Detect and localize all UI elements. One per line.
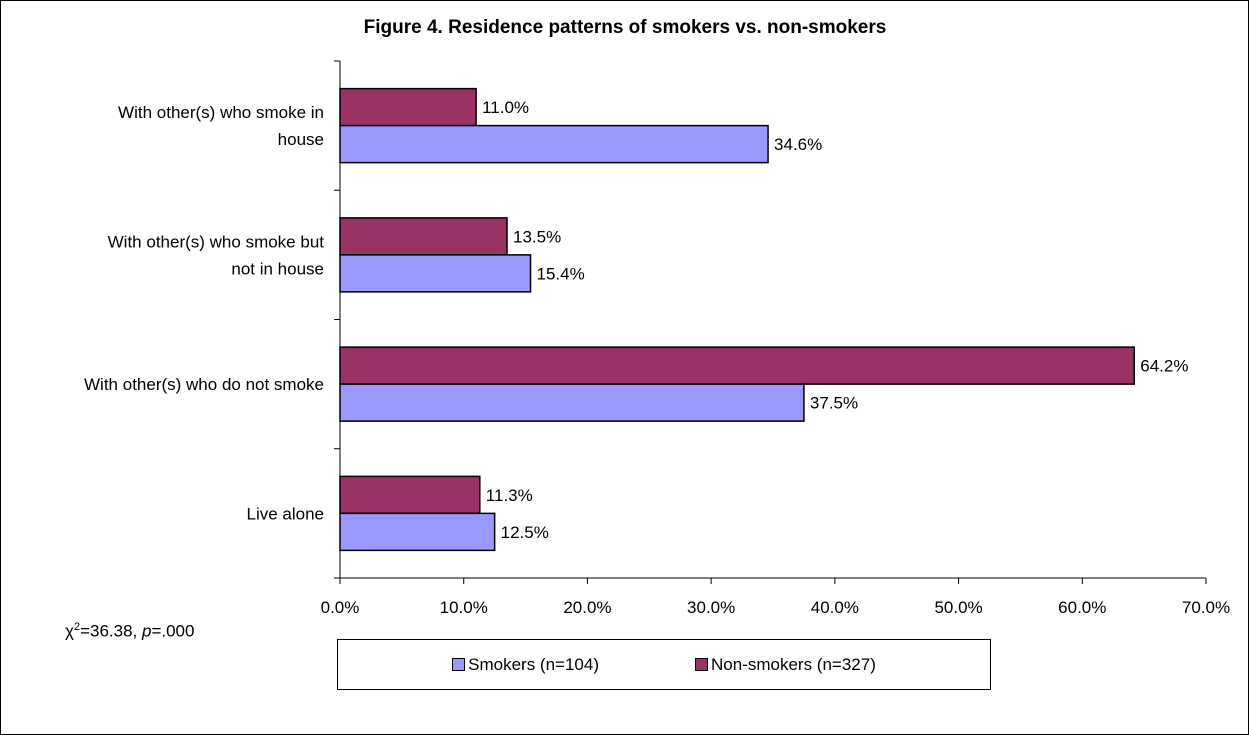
data-label: 13.5% bbox=[513, 227, 561, 246]
data-label: 34.6% bbox=[774, 135, 822, 154]
bar-smokers bbox=[339, 383, 805, 422]
bar-smokers bbox=[339, 124, 769, 164]
chi-square-statistic: χ2=36.38, p=.000 bbox=[65, 621, 194, 642]
category-label: not in house bbox=[231, 259, 324, 278]
x-tick-label: 70.0% bbox=[1182, 598, 1230, 617]
legend-label: Smokers (n=104) bbox=[468, 654, 599, 674]
x-tick-label: 60.0% bbox=[1058, 598, 1106, 617]
x-tick-label: 40.0% bbox=[811, 598, 859, 617]
bar-non-smokers bbox=[339, 475, 481, 515]
x-tick-label: 0.0% bbox=[321, 598, 360, 617]
plot-area: 11.0% 34.6% With other(s) who smoke in hous… bbox=[84, 60, 1230, 617]
legend-item: Non-smokers (n=327) bbox=[695, 655, 876, 675]
data-label: 64.2% bbox=[1140, 357, 1188, 376]
chi-value: =36.38, bbox=[80, 621, 142, 641]
bar-smokers bbox=[339, 512, 496, 552]
category-label: With other(s) who do not smoke bbox=[84, 375, 324, 394]
data-label: 12.5% bbox=[501, 523, 549, 542]
p-value: =.000 bbox=[151, 621, 195, 641]
category-label: Live alone bbox=[246, 504, 324, 523]
data-label: 11.0% bbox=[482, 98, 529, 117]
legend-swatch bbox=[695, 658, 708, 671]
bar-non-smokers bbox=[339, 87, 477, 127]
bar-smokers bbox=[339, 254, 532, 293]
data-label: 11.3% bbox=[486, 486, 533, 505]
x-tick-label: 50.0% bbox=[934, 598, 982, 617]
category-label: With other(s) who smoke but bbox=[108, 232, 325, 251]
bar-non-smokers bbox=[339, 346, 1135, 385]
chi-exponent: 2 bbox=[73, 621, 81, 633]
x-tick-label: 10.0% bbox=[440, 598, 488, 617]
data-label: 37.5% bbox=[810, 394, 858, 413]
chi-symbol: χ bbox=[65, 621, 74, 641]
legend-label: Non-smokers (n=327) bbox=[711, 654, 876, 674]
legend: Smokers (n=104) Non-smokers (n=327) bbox=[337, 639, 991, 690]
bar-non-smokers bbox=[339, 217, 508, 256]
category-label: house bbox=[278, 130, 324, 149]
data-label: 15.4% bbox=[537, 264, 585, 283]
category-label: With other(s) who smoke in bbox=[118, 103, 324, 122]
x-tick-label: 20.0% bbox=[563, 598, 611, 617]
legend-swatch bbox=[452, 658, 466, 671]
p-symbol: p bbox=[141, 621, 152, 641]
x-tick-label: 30.0% bbox=[687, 598, 735, 617]
legend-item: Smokers (n=104) bbox=[452, 655, 599, 675]
chart-title: Figure 4. Residence patterns of smokers … bbox=[364, 17, 887, 38]
